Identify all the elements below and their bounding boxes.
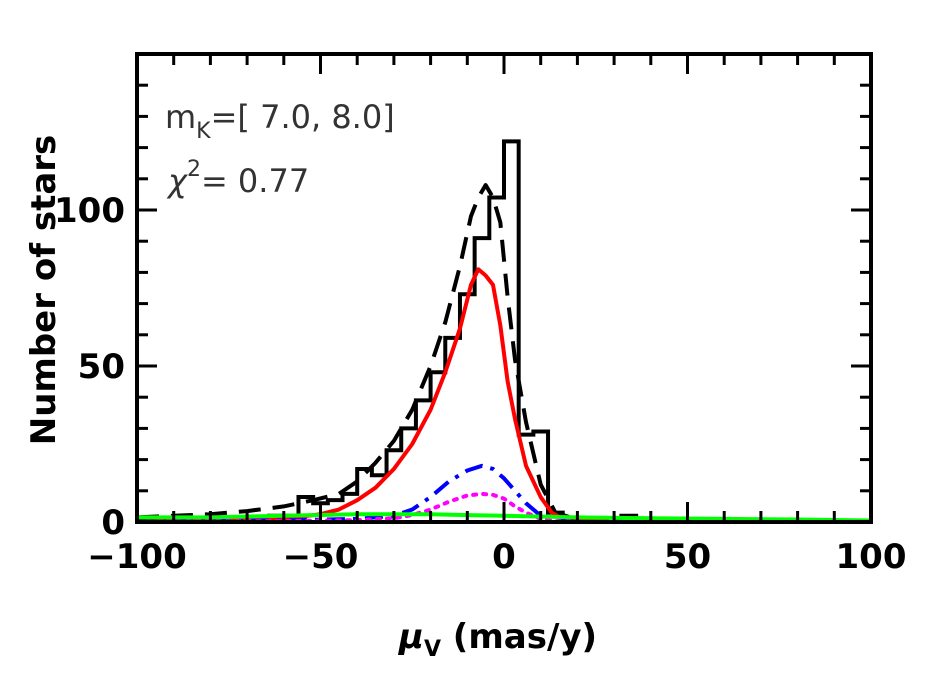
y-axis-label: Number of stars (24, 135, 64, 446)
series-red-component (137, 267, 871, 522)
x-tick-label: −50 (283, 537, 359, 577)
y-tick-label: 100 (54, 191, 125, 231)
x-tick-label: 0 (492, 537, 516, 577)
chi-square-annotation: χ2= 0.77 (166, 157, 309, 200)
y-tick-label: 50 (78, 347, 125, 387)
x-tick-label: 50 (664, 537, 711, 577)
magnitude-range-annotation: mK=[ 7.0, 8.0] (165, 98, 395, 144)
ticks (135, 52, 873, 524)
x-axis-label: μV (mas/y) (398, 617, 597, 662)
series-total-model (137, 183, 871, 522)
tick-labels: −100 −50 0 50 100 0 50 100 (54, 191, 906, 577)
x-tick-label: 100 (836, 537, 907, 577)
y-tick-label: 0 (101, 503, 125, 543)
x-tick-label: −100 (87, 537, 186, 577)
